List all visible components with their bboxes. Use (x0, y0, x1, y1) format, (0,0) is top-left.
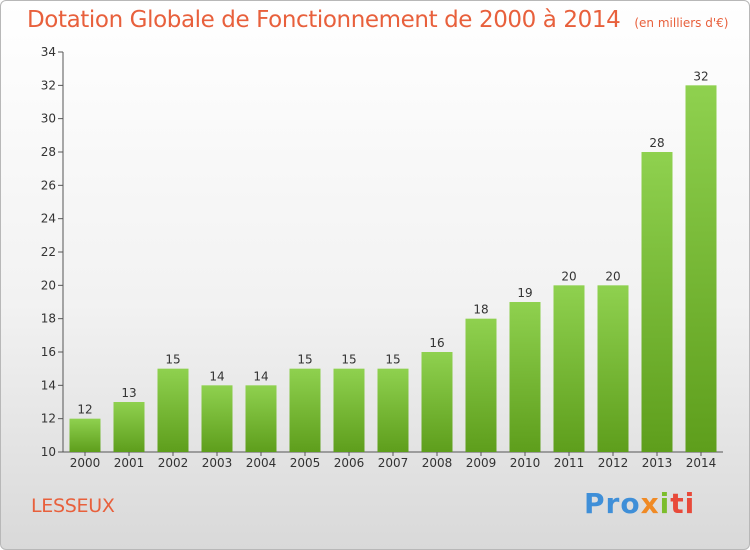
title-text: Dotation Globale de Fonctionnement de 20… (27, 7, 621, 33)
bar (509, 302, 541, 452)
bar-value-label: 14 (253, 369, 268, 383)
x-tick-label: 2014 (686, 456, 717, 470)
y-tick-label: 10 (41, 445, 56, 459)
y-tick-label: 28 (41, 145, 56, 159)
logo-part-3: i (659, 487, 671, 520)
bar (289, 368, 321, 452)
x-tick-label: 2001 (114, 456, 145, 470)
chart-unit: (en milliers d'€) (634, 16, 729, 30)
y-tick-label: 18 (41, 312, 56, 326)
bar (421, 352, 453, 452)
bar-value-label: 14 (209, 369, 224, 383)
bar-value-label: 15 (341, 353, 356, 367)
x-tick-label: 2003 (202, 456, 233, 470)
bar-value-label: 16 (429, 336, 444, 350)
logo-part-4: ti (670, 487, 696, 520)
x-tick-label: 2011 (554, 456, 585, 470)
bar-value-label: 32 (693, 69, 708, 83)
bar-value-label: 20 (605, 269, 620, 283)
x-tick-label: 2012 (598, 456, 629, 470)
logo-part-2: x (640, 487, 660, 520)
x-tick-label: 2006 (334, 456, 365, 470)
bar-value-label: 12 (77, 403, 92, 417)
y-tick-label: 12 (41, 412, 56, 426)
bar-value-label: 19 (517, 286, 532, 300)
bar-value-label: 15 (165, 353, 180, 367)
bar (157, 368, 189, 452)
y-tick-label: 32 (41, 78, 56, 92)
x-tick-label: 2010 (510, 456, 541, 470)
y-tick-label: 22 (41, 245, 56, 259)
logo-part-1: Pro (584, 487, 641, 520)
y-tick-label: 24 (41, 212, 56, 226)
x-tick-label: 2013 (642, 456, 673, 470)
axes: 10 12 14 16 18 20 22 24 26 28 30 32 34 2000 2001 2002 20… (41, 45, 723, 470)
bar (333, 368, 365, 452)
y-tick-label: 34 (41, 45, 56, 59)
bar (685, 85, 717, 452)
y-tick-label: 30 (41, 112, 56, 126)
y-tick-label: 20 (41, 278, 56, 292)
y-tick-label: 14 (41, 378, 56, 392)
x-tick-label: 2008 (422, 456, 453, 470)
bar (641, 152, 673, 452)
bar-value-label: 15 (297, 353, 312, 367)
x-tick-label: 2005 (290, 456, 321, 470)
x-tick-label: 2004 (246, 456, 277, 470)
bar (201, 385, 233, 452)
bar-value-label: 15 (385, 353, 400, 367)
proxiti-logo: Proxiti (584, 487, 695, 520)
bar (377, 368, 409, 452)
chart-title: Dotation Globale de Fonctionnement de 20… (27, 7, 728, 33)
commune-name: LESSEUX (31, 495, 115, 517)
bar (465, 318, 497, 452)
x-tick-label: 2000 (70, 456, 101, 470)
bar (597, 285, 629, 452)
bar (553, 285, 585, 452)
y-tick-label: 26 (41, 178, 56, 192)
bar-value-label: 13 (121, 386, 136, 400)
bar (245, 385, 277, 452)
bar-value-label: 18 (473, 303, 488, 317)
bar-value-label: 28 (649, 136, 664, 150)
x-tick-label: 2007 (378, 456, 409, 470)
bar-value-label: 20 (561, 269, 576, 283)
bar (113, 402, 145, 452)
bars: 12 13 15 14 14 15 15 15 16 18 19 20 20 28 32 (69, 69, 717, 452)
x-tick-label: 2009 (466, 456, 497, 470)
x-tick-label: 2002 (158, 456, 189, 470)
y-tick-label: 16 (41, 345, 56, 359)
bar (69, 418, 101, 452)
